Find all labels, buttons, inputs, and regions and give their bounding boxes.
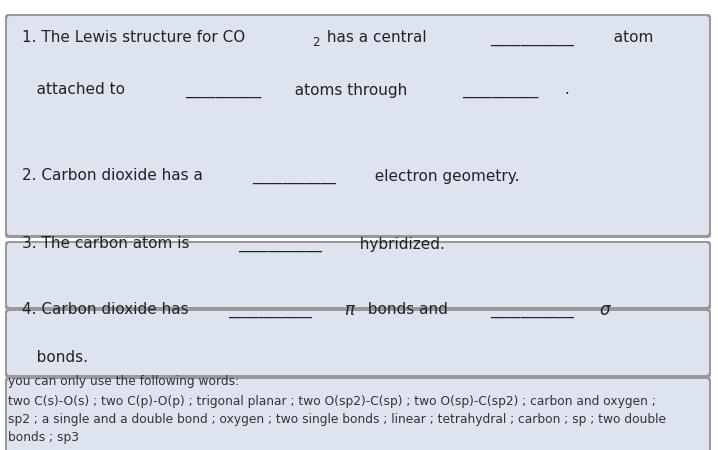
FancyBboxPatch shape [5,309,711,378]
Text: σ: σ [600,301,610,319]
Text: 2. Carbon dioxide has a: 2. Carbon dioxide has a [22,168,213,184]
Text: bonds.: bonds. [22,351,88,365]
Text: atoms through: atoms through [285,82,417,98]
FancyBboxPatch shape [5,14,711,238]
Text: ___________: ___________ [490,31,574,45]
Text: electron geometry.: electron geometry. [365,168,520,184]
FancyBboxPatch shape [5,377,711,450]
FancyBboxPatch shape [7,243,709,307]
Text: two C(s)-O(s) ; two C(p)-O(p) ; trigonal planar ; two O(sp2)-C(sp) ; two O(sp)-C: two C(s)-O(s) ; two C(p)-O(p) ; trigonal… [8,396,656,409]
Text: has a central: has a central [322,31,437,45]
Text: 2: 2 [312,36,320,50]
Text: ___________: ___________ [228,302,312,318]
Text: .: . [560,82,570,98]
Text: atom: atom [604,31,653,45]
Text: π: π [344,301,354,319]
Text: attached to: attached to [22,82,135,98]
Text: hybridized.: hybridized. [350,237,445,252]
FancyBboxPatch shape [7,311,709,375]
Text: 1. The Lewis structure for CO: 1. The Lewis structure for CO [22,31,246,45]
Text: 4. Carbon dioxide has: 4. Carbon dioxide has [22,302,198,318]
Text: ___________: ___________ [238,237,322,252]
Text: sp2 ; a single and a double bond ; oxygen ; two single bonds ; linear ; tetrahyd: sp2 ; a single and a double bond ; oxyge… [8,414,666,427]
Text: bonds and: bonds and [358,302,457,318]
Text: 3. The carbon atom is: 3. The carbon atom is [22,237,200,252]
FancyBboxPatch shape [5,241,711,310]
Text: __________: __________ [185,82,261,98]
FancyBboxPatch shape [7,379,709,450]
FancyBboxPatch shape [7,16,709,235]
Text: bonds ; sp3: bonds ; sp3 [8,432,79,445]
Text: you can only use the following words:: you can only use the following words: [8,375,239,388]
Text: ___________: ___________ [252,168,336,184]
Text: ___________: ___________ [490,302,574,318]
Text: __________: __________ [462,82,538,98]
